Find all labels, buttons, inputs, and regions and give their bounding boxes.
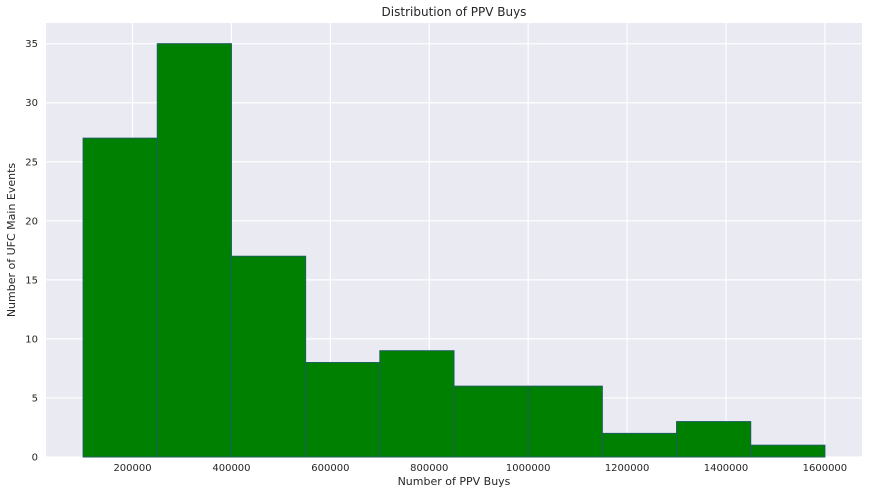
histogram-bar	[453, 385, 529, 458]
histogram-bar	[82, 137, 158, 458]
y-tick-label: 25	[25, 157, 38, 168]
x-tick-labels: 200000 400000 600000 800000 1000000 1200000 14…	[113, 463, 847, 474]
y-tick-label: 10	[25, 334, 38, 345]
x-tick-label: 1600000	[803, 463, 848, 474]
y-tick-label: 0	[32, 453, 38, 464]
histogram-bar	[601, 432, 678, 458]
y-tick-label: 5	[32, 393, 38, 404]
x-tick-label: 1000000	[506, 463, 551, 474]
histogram-bar	[156, 43, 232, 458]
bars	[82, 43, 826, 458]
x-tick-label: 400000	[212, 463, 250, 474]
histogram-bar	[230, 255, 307, 458]
y-tick-label: 35	[25, 39, 38, 50]
x-tick-label: 800000	[410, 463, 448, 474]
histogram-bar	[676, 421, 752, 458]
histogram-bar	[379, 350, 455, 458]
y-tick-label: 30	[25, 98, 38, 109]
x-tick-label: 600000	[311, 463, 349, 474]
x-axis-title: Number of PPV Buys	[398, 475, 511, 488]
chart-title: Distribution of PPV Buys	[382, 5, 527, 19]
x-tick-label: 1400000	[704, 463, 749, 474]
histogram-bar	[527, 385, 603, 458]
y-axis-title: Number of UFC Main Events	[5, 163, 18, 318]
x-tick-label: 200000	[113, 463, 151, 474]
y-tick-label: 20	[25, 216, 38, 227]
histogram-bar	[305, 362, 381, 458]
y-tick-labels: 0 5 10 15 20 25 30 35	[25, 39, 38, 463]
histogram-bar	[750, 444, 826, 458]
y-tick-label: 15	[25, 275, 38, 286]
x-tick-label: 1200000	[605, 463, 650, 474]
